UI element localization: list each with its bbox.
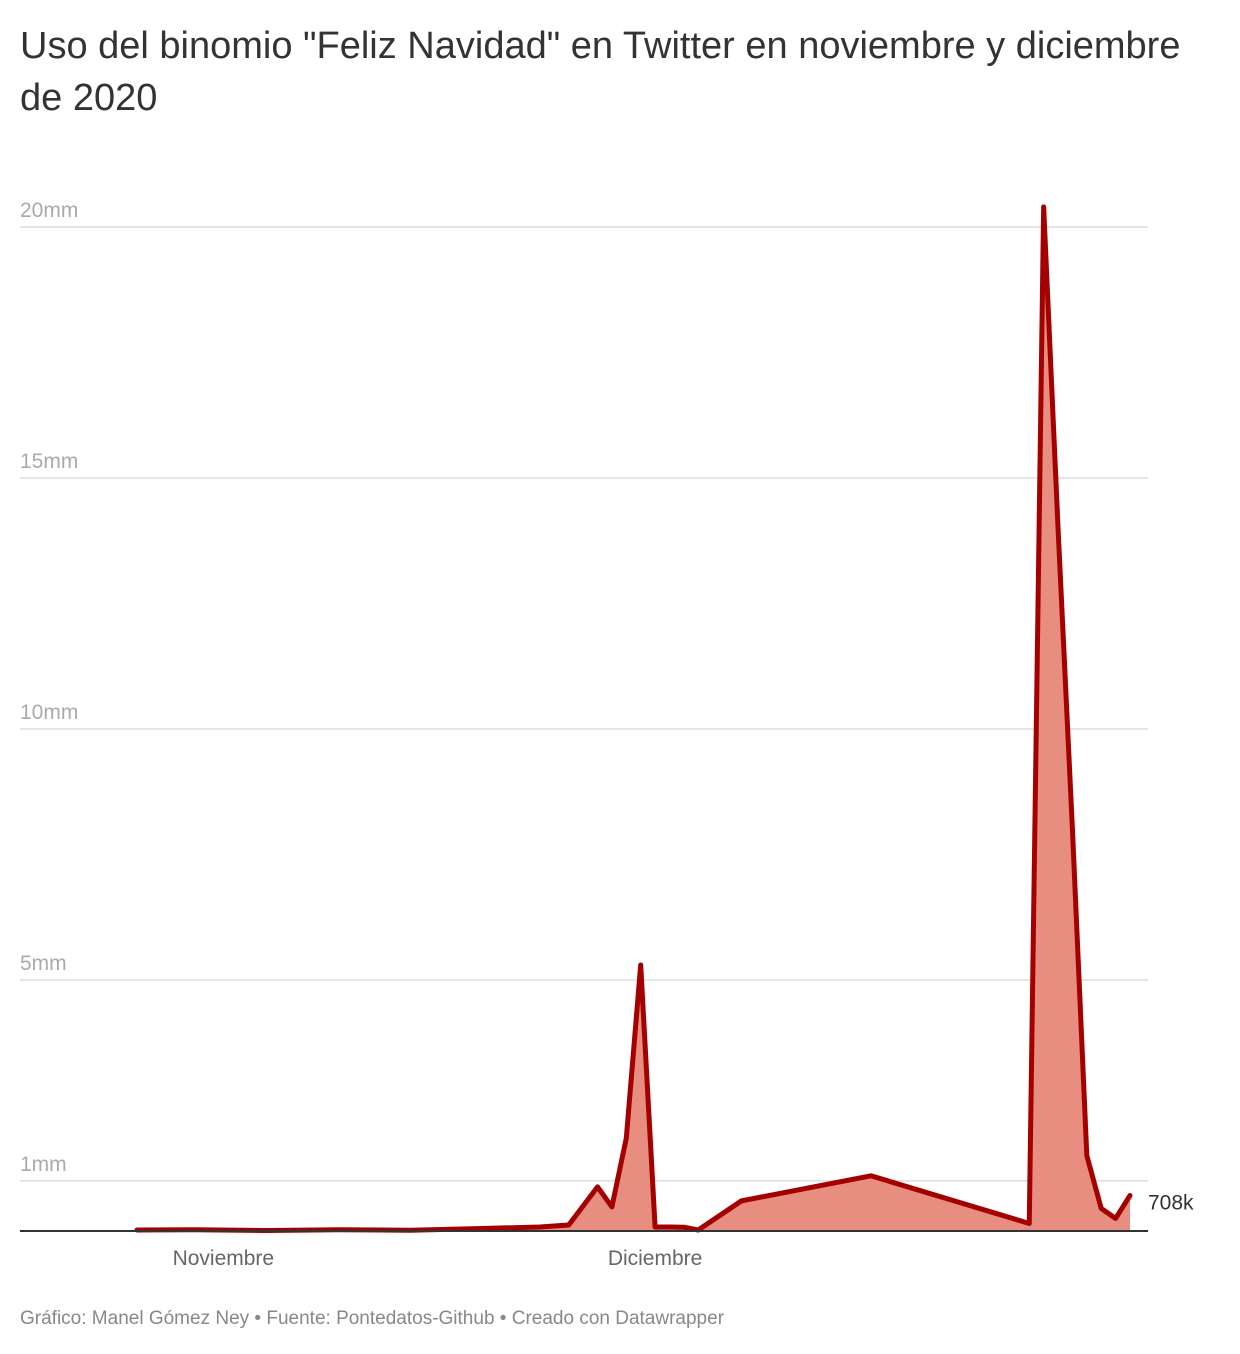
series-line xyxy=(134,204,1133,1233)
x-tick-label: Noviembre xyxy=(173,1247,275,1270)
last-value-label: 708k xyxy=(1148,1191,1194,1214)
chart-footer: Gráfico: Manel Gómez Ney • Fuente: Ponte… xyxy=(20,1308,724,1330)
series-line-path xyxy=(134,204,1133,1233)
y-tick-label: 5mm xyxy=(20,952,67,975)
footer-tool: Creado con Datawrapper xyxy=(511,1308,725,1329)
y-tick-label: 10mm xyxy=(20,701,78,724)
y-tick-label: 1mm xyxy=(20,1153,67,1176)
footer-separator: • xyxy=(249,1308,267,1329)
footer-source: Fuente: Pontedatos-Github xyxy=(266,1308,495,1329)
grid-lines xyxy=(20,226,1148,1182)
area-chart: 1mm 5mm 10mm 15mm 20mm Noviembre Diciembre 708k xyxy=(20,199,1194,1270)
x-tick-label: Diciembre xyxy=(608,1247,703,1270)
chart-title: Uso del binomio "Feliz Navidad" en Twitt… xyxy=(20,25,1181,119)
footer-separator: • xyxy=(494,1308,512,1329)
footer-credit: Gráfico: Manel Gómez Ney xyxy=(20,1308,250,1329)
y-tick-label: 15mm xyxy=(20,450,78,473)
y-tick-label: 20mm xyxy=(20,199,78,222)
axis-labels: 1mm 5mm 10mm 15mm 20mm Noviembre Diciembre 708k xyxy=(20,199,1194,1270)
